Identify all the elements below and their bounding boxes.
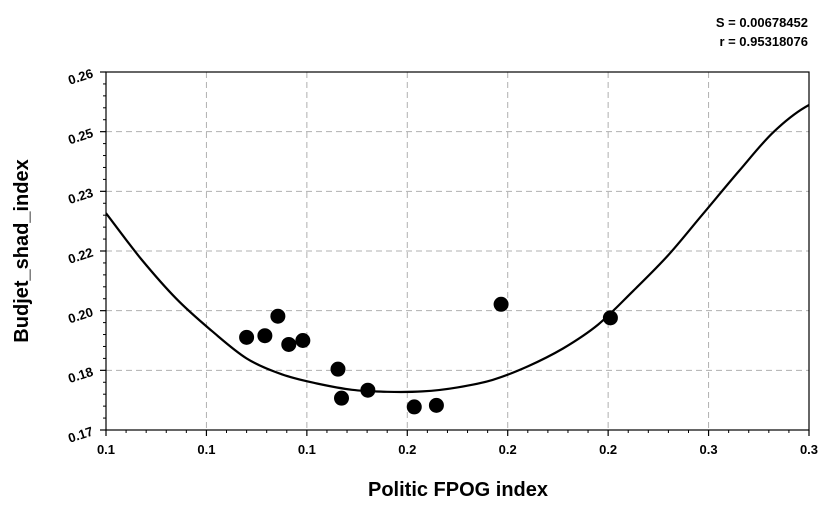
data-point <box>257 328 273 344</box>
data-point <box>295 333 311 348</box>
y-tick-label: 0.17 <box>66 424 95 446</box>
data-point <box>406 399 422 415</box>
y-tick-label: 0.20 <box>66 304 95 326</box>
x-tick-label: 0.2 <box>599 442 617 457</box>
x-tick-label: 0.2 <box>499 442 517 457</box>
y-tick-label: 0.23 <box>66 185 95 207</box>
x-tick-label: 0.3 <box>700 442 718 457</box>
data-point <box>602 310 618 326</box>
y-tick-label: 0.22 <box>66 245 95 267</box>
data-point <box>493 296 509 312</box>
y-tick-label: 0.25 <box>66 125 95 147</box>
x-tick-label: 0.1 <box>97 442 115 457</box>
data-points <box>239 296 618 415</box>
data-point <box>334 390 350 406</box>
axis-ticks <box>100 71 810 436</box>
y-axis-title: Budjet_shad_index <box>11 159 33 342</box>
x-tick-label: 0.1 <box>197 442 215 457</box>
data-point <box>330 361 346 377</box>
tick-labels: 0.1 0.1 0.1 0.2 0.2 0.2 0.3 0.3 0.17 0.18 0.20 0.22… <box>66 66 818 457</box>
y-tick-label: 0.18 <box>66 364 95 386</box>
grid-lines <box>106 72 809 430</box>
x-axis-title: Politic FPOG index <box>368 479 548 501</box>
data-point <box>270 308 286 324</box>
stat-r-label: r = 0.95318076 <box>719 34 808 49</box>
x-tick-label: 0.2 <box>398 442 416 457</box>
x-tick-label: 0.3 <box>800 442 818 457</box>
stat-s-label: S = 0.00678452 <box>716 15 808 30</box>
y-tick-label: 0.26 <box>66 66 95 88</box>
data-point <box>428 397 444 413</box>
data-point <box>360 382 376 398</box>
x-tick-label: 0.1 <box>298 442 316 457</box>
data-point <box>281 336 297 352</box>
data-point <box>239 329 255 345</box>
fit-curve <box>106 103 809 394</box>
